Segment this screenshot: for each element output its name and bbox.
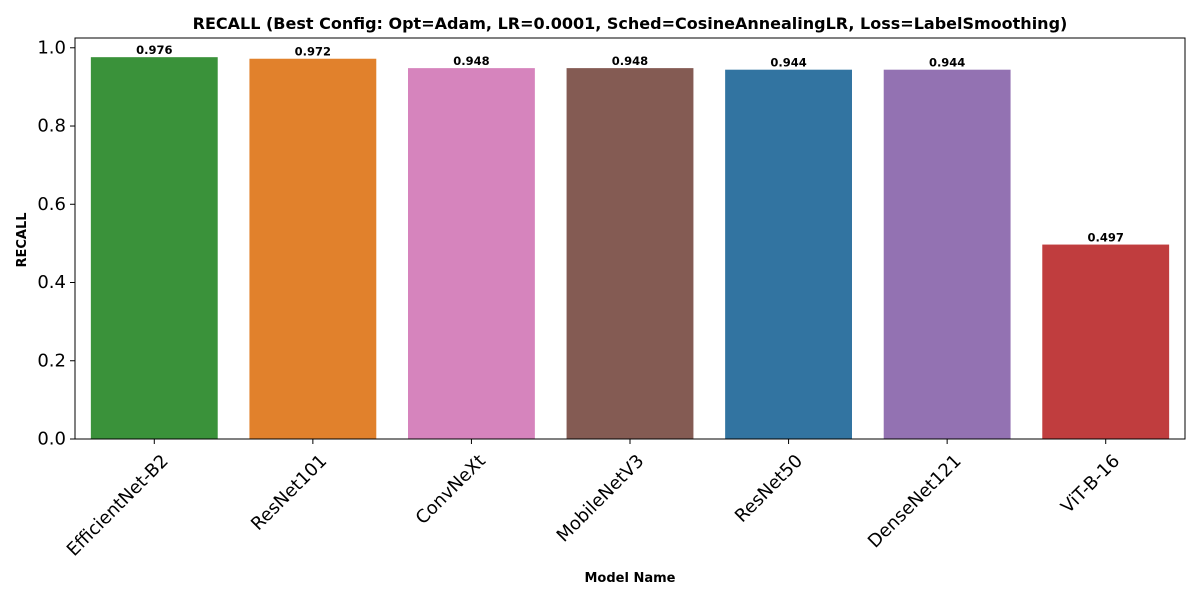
bar-densenet121 <box>883 69 1011 439</box>
y-tick-label: 0.2 <box>37 350 66 371</box>
x-tick-label: EfficientNet-B2 <box>63 451 173 561</box>
x-tick-label: MobileNetV3 <box>553 451 649 547</box>
bar-vit-b-16 <box>1042 244 1170 439</box>
x-tick-label: ResNet50 <box>731 451 807 527</box>
x-tick-label: ConvNeXt <box>412 451 490 529</box>
bar-value-label: 0.497 <box>1088 231 1124 245</box>
x-axis-label: Model Name <box>585 571 676 586</box>
y-tick-label: 0.6 <box>37 194 66 215</box>
x-tick-label: ViT-B-16 <box>1057 451 1124 518</box>
x-tick-label: DenseNet121 <box>864 451 966 553</box>
bar-value-label: 0.948 <box>453 54 489 68</box>
y-tick-label: 0.0 <box>37 429 66 450</box>
y-tick-label: 1.0 <box>37 37 66 58</box>
bar-value-labels: 0.976 0.972 0.948 0.948 0.944 0.944 0.497 <box>136 43 1124 244</box>
y-tick-label: 0.8 <box>37 116 66 137</box>
bar-mobilenetv3 <box>566 68 694 439</box>
x-axis: EfficientNet-B2 ResNet101 ConvNeXt MobileNe… <box>63 439 1124 561</box>
bar-convnext <box>408 68 535 439</box>
plot-frame <box>74 37 1186 440</box>
y-axis-label: RECALL <box>15 212 30 267</box>
chart-title: RECALL (Best Config: Opt=Adam, LR=0.0001… <box>193 14 1068 33</box>
bar-value-label: 0.944 <box>770 56 806 70</box>
bar-value-label: 0.976 <box>136 43 172 57</box>
bar-value-label: 0.948 <box>612 54 648 68</box>
x-tick-label: ResNet101 <box>247 451 331 535</box>
bar-resnet50 <box>725 69 852 439</box>
bars-group <box>90 57 1170 440</box>
bar-resnet101 <box>249 58 377 440</box>
bar-value-label: 0.944 <box>929 56 965 70</box>
bar-value-label: 0.972 <box>295 45 331 59</box>
y-tick-label: 0.4 <box>37 272 66 293</box>
y-axis: 0.0 0.2 0.4 0.6 0.8 1.0 <box>37 37 75 450</box>
bar-efficientnet-b2 <box>90 57 218 439</box>
